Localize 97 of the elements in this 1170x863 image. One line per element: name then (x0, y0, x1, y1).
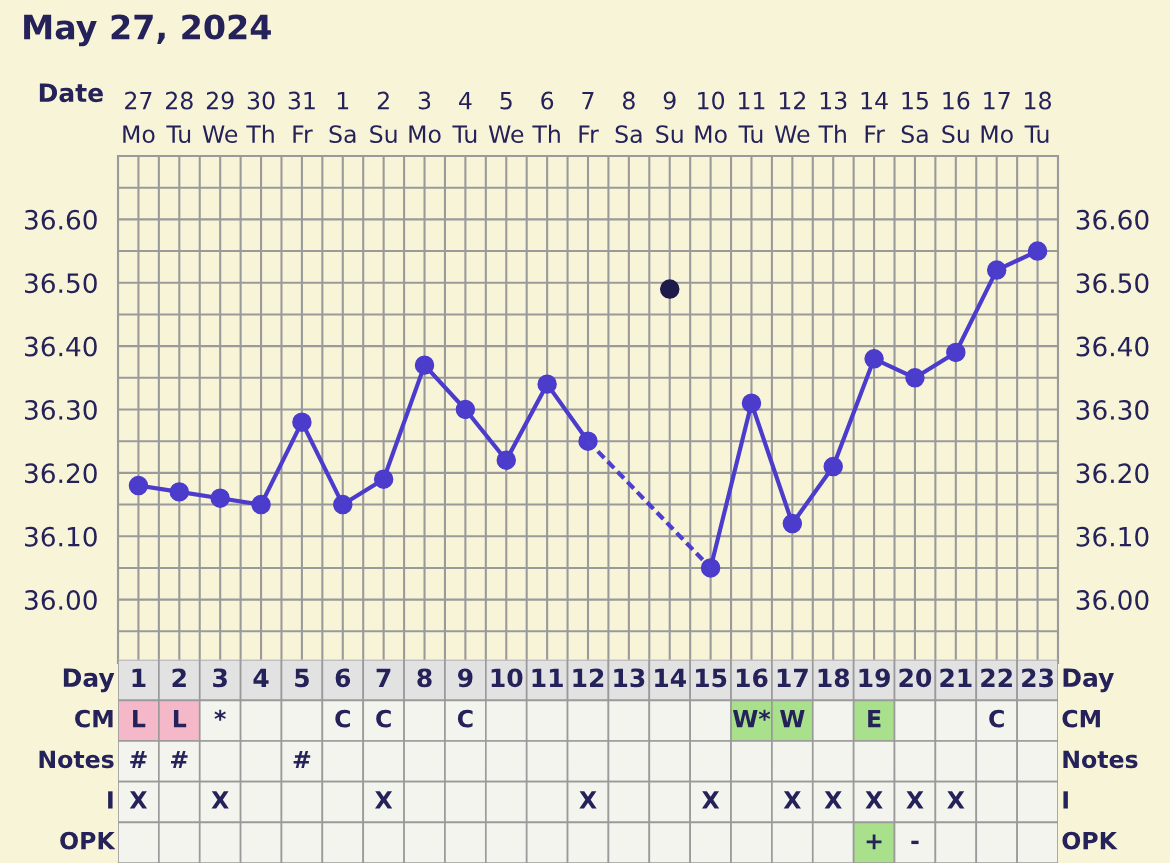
x-tick-label: 1 Sa (329, 91, 356, 144)
text: X (129, 791, 148, 809)
y-tick-label: 36.30 (25, 399, 97, 420)
x-tick-label: 7 Fr (579, 91, 599, 143)
x-tick-label: 5 (295, 668, 309, 688)
x-tick-label: 27 Mo (123, 91, 155, 144)
text: X (906, 791, 924, 809)
x-tick-label: 21 (940, 668, 972, 687)
text: - (911, 840, 919, 845)
y2-tick-label: I (1063, 791, 1068, 809)
x-tick-label: 2 (172, 668, 186, 687)
y-tick-label: 36.40 (25, 336, 97, 357)
text: X (865, 791, 883, 809)
text: X (211, 791, 229, 809)
x-tick-label: 11 (532, 668, 563, 687)
y2-tick-label: 36.30 (1076, 399, 1149, 420)
text: C (335, 709, 350, 728)
x-tick-label: 12 We (774, 91, 810, 144)
y2-tick-label: 36.50 (1076, 273, 1149, 294)
x-tick-label: 20 (899, 668, 932, 688)
text: # (130, 750, 147, 768)
x-tick-label: 23 (1022, 668, 1053, 688)
x-tick-label: 17 (777, 668, 808, 687)
y-tick-label: 36.10 (25, 526, 97, 547)
x-tick-label: 3 (213, 668, 227, 688)
y-tick-label: 36.20 (25, 463, 97, 484)
text: X (947, 791, 965, 809)
x-axis-title: Day (63, 668, 115, 693)
text: C (457, 709, 473, 728)
text: X (783, 791, 801, 809)
x-tick-label: 13 Th (818, 91, 847, 143)
text: X (824, 791, 842, 809)
x-tick-label: 8 (417, 668, 432, 688)
text: W (780, 710, 805, 728)
text: E (868, 710, 881, 728)
x-tick-label: 28 Tu (166, 91, 193, 144)
text: L (133, 710, 146, 728)
y2-tick-label: Notes (1063, 750, 1138, 769)
y2-tick-label: 36.60 (1076, 209, 1149, 230)
y-tick-label: CM (75, 709, 113, 728)
text: X (375, 791, 393, 809)
y-tick-label: 36.50 (25, 273, 97, 294)
x-tick-label: 10 Mo (695, 91, 727, 144)
x-tick-label: 17 Mo (981, 91, 1013, 144)
x-tick-label: 6 Th (532, 91, 560, 143)
x-tick-label: 29 We (202, 91, 238, 144)
x-tick-label: 8 Sa (615, 91, 642, 144)
text: C (989, 709, 1004, 728)
x-tick-label: 1 (132, 668, 146, 687)
y2-tick-label: CM (1062, 709, 1100, 728)
x-tick-label: 15 (696, 668, 727, 688)
y2-tick-label: OPK (1062, 831, 1118, 850)
x-tick-label: 18 (818, 668, 850, 688)
y2-tick-label: 36.10 (1076, 526, 1149, 547)
x-tick-label: 14 Fr (861, 91, 888, 143)
x-tick-label: 9 (457, 668, 473, 688)
text: + (866, 834, 882, 850)
x-axis-title: Date (39, 83, 103, 103)
text: # (293, 750, 311, 768)
x-tick-label: 9 Su (656, 91, 683, 144)
x-tick-label: 11 Tu (738, 91, 765, 144)
x-tick-label: 31 Fr (288, 91, 315, 143)
text: W* (732, 709, 771, 728)
x-tick-label: 4 (253, 668, 269, 687)
y-tick-label: Notes (39, 750, 114, 769)
x-tick-label: 15 Sa (901, 91, 928, 144)
text: X (579, 791, 597, 809)
x-tick-label: 5 We (488, 91, 524, 144)
x-tick-label: 4 Tu (452, 91, 477, 144)
y2-tick-label: 36.20 (1076, 463, 1149, 484)
chart-title: May 27, 2024 (24, 14, 271, 47)
x-tick-label: 18 Tu (1024, 91, 1051, 144)
y-tick-label: I (108, 791, 113, 809)
x-tick-label: 14 (655, 668, 686, 687)
x-tick-label: 16 (736, 668, 768, 688)
x-tick-label: 2 Su (370, 91, 397, 144)
y2-tick-label: 36.00 (1076, 590, 1149, 611)
text: C (376, 709, 391, 728)
x-tick-label: 7 (376, 668, 391, 687)
text: Day (1063, 668, 1114, 693)
x-tick-label: 30 Th (246, 91, 275, 143)
x-tick-label: 22 (981, 668, 1012, 687)
x-tick-label: 12 (573, 668, 604, 687)
text: L (173, 710, 187, 728)
text: # (171, 750, 188, 768)
x-tick-label: 19 (859, 668, 890, 688)
x-tick-label: 13 (614, 668, 645, 688)
x-tick-label: 6 (335, 668, 351, 688)
x-tick-label: 3 Mo (409, 91, 441, 144)
x-tick-label: 10 (491, 668, 523, 688)
text: X (701, 791, 720, 809)
y-tick-label: OPK (60, 831, 116, 850)
y2-tick-label: 36.40 (1076, 336, 1149, 357)
y-tick-label: 36.60 (25, 209, 97, 230)
text: * (214, 709, 226, 721)
x-tick-label: 16 Su (942, 91, 970, 144)
y-tick-label: 36.00 (25, 590, 97, 611)
